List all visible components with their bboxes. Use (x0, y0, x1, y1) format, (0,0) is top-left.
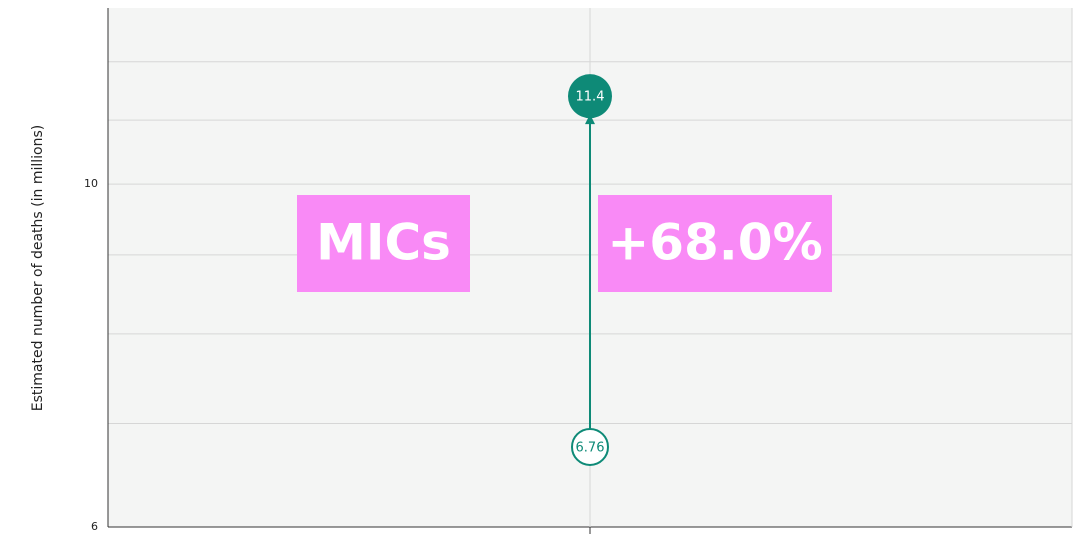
annotation: +68.0% (607, 214, 822, 272)
start-label: 6.76 (576, 440, 605, 455)
annotation: MICs (316, 214, 451, 272)
annotation-box (598, 195, 832, 292)
arrow-head (585, 114, 595, 125)
y-axis-label: Estimated number of deaths (in millions) (30, 125, 46, 411)
y-tick-label: 10 (84, 177, 98, 190)
start-point (571, 427, 609, 466)
end-label: 11.4 (576, 90, 605, 105)
end-point (568, 74, 612, 119)
y-tick-label: 6 (91, 520, 98, 533)
annotation-box (297, 195, 470, 292)
